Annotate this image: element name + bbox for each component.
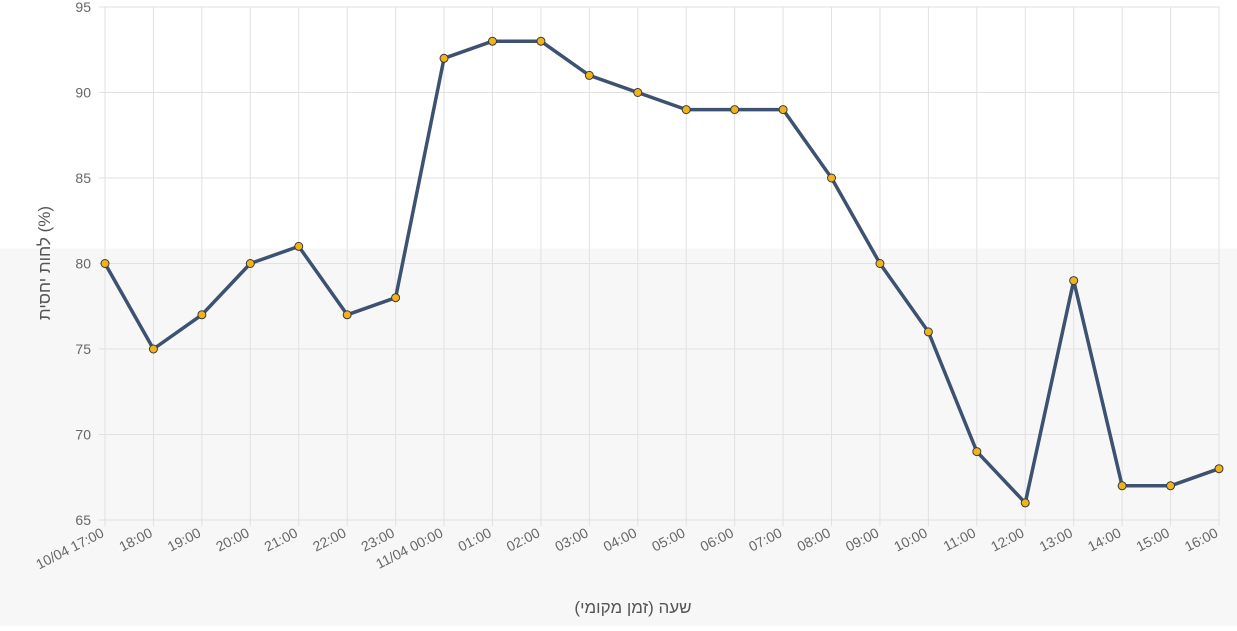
- data-point[interactable]: [536, 36, 546, 46]
- data-point[interactable]: [972, 447, 982, 457]
- data-point[interactable]: [391, 293, 401, 303]
- x-tick-label: 09:00: [843, 524, 882, 554]
- data-point[interactable]: [245, 259, 255, 268]
- data-point[interactable]: [294, 241, 304, 251]
- data-point[interactable]: [1117, 481, 1127, 491]
- data-point[interactable]: [487, 36, 497, 46]
- y-tick-label: 65: [75, 512, 91, 528]
- x-axis-ticks: 10/04 17:00 18:00 19:00 20:00 21:00 22:00 23:0…: [33, 524, 1220, 572]
- x-tick-label: 05:00: [649, 524, 688, 554]
- x-tick-label: 18:00: [116, 524, 155, 554]
- x-tick-label: 08:00: [794, 524, 833, 554]
- y-tick-label: 90: [75, 85, 91, 101]
- x-axis-title: שעה (זמן מקומי): [574, 598, 691, 617]
- data-point[interactable]: [778, 105, 788, 115]
- data-point[interactable]: [1020, 498, 1030, 508]
- x-tick-label: 14:00: [1085, 524, 1124, 554]
- data-point[interactable]: [827, 173, 837, 183]
- data-point[interactable]: [197, 310, 207, 320]
- data-point[interactable]: [681, 105, 691, 115]
- grid: [99, 6, 1220, 526]
- y-tick-label: 80: [75, 256, 91, 272]
- data-point[interactable]: [1214, 464, 1224, 474]
- data-point[interactable]: [923, 327, 933, 337]
- y-tick-label: 75: [75, 341, 91, 357]
- x-tick-label: 06:00: [698, 524, 737, 554]
- x-tick-label: 07:00: [746, 524, 785, 554]
- x-tick-label: 10/04 17:00: [33, 524, 106, 572]
- x-tick-label: 13:00: [1037, 524, 1076, 554]
- data-point[interactable]: [148, 344, 158, 354]
- x-tick-label: 19:00: [165, 524, 204, 554]
- data-point[interactable]: [1069, 276, 1079, 286]
- data-point[interactable]: [633, 88, 643, 97]
- data-point[interactable]: [584, 70, 594, 80]
- x-tick-label: 11:00: [941, 524, 979, 554]
- y-tick-label: 95: [75, 0, 91, 15]
- data-point[interactable]: [100, 259, 110, 268]
- data-point[interactable]: [342, 310, 352, 320]
- x-tick-label: 01:00: [455, 524, 494, 554]
- y-axis-ticks: 65 70 75 80 85 90 95: [75, 0, 91, 528]
- data-point[interactable]: [439, 53, 449, 63]
- y-tick-label: 70: [75, 427, 91, 443]
- x-tick-label: 21:00: [262, 524, 301, 554]
- x-tick-label: 16:00: [1182, 524, 1221, 554]
- x-tick-label: 12:00: [988, 524, 1027, 554]
- y-axis-title: לחות יחסית (%): [35, 206, 54, 320]
- series-points: [100, 36, 1224, 508]
- x-tick-label: 04:00: [601, 524, 640, 554]
- data-point[interactable]: [1166, 481, 1176, 491]
- x-tick-label: 15:00: [1133, 524, 1172, 554]
- series-line: [103, 39, 1221, 505]
- y-tick-label: 85: [75, 170, 91, 186]
- x-tick-label: 02:00: [504, 524, 543, 554]
- x-tick-label: 22:00: [310, 524, 349, 554]
- data-point[interactable]: [730, 105, 740, 115]
- data-point[interactable]: [875, 259, 885, 268]
- x-tick-label: 03:00: [552, 524, 591, 554]
- x-tick-label: 10:00: [891, 524, 930, 554]
- series-line-group: [103, 39, 1221, 505]
- x-tick-label: 20:00: [213, 524, 252, 554]
